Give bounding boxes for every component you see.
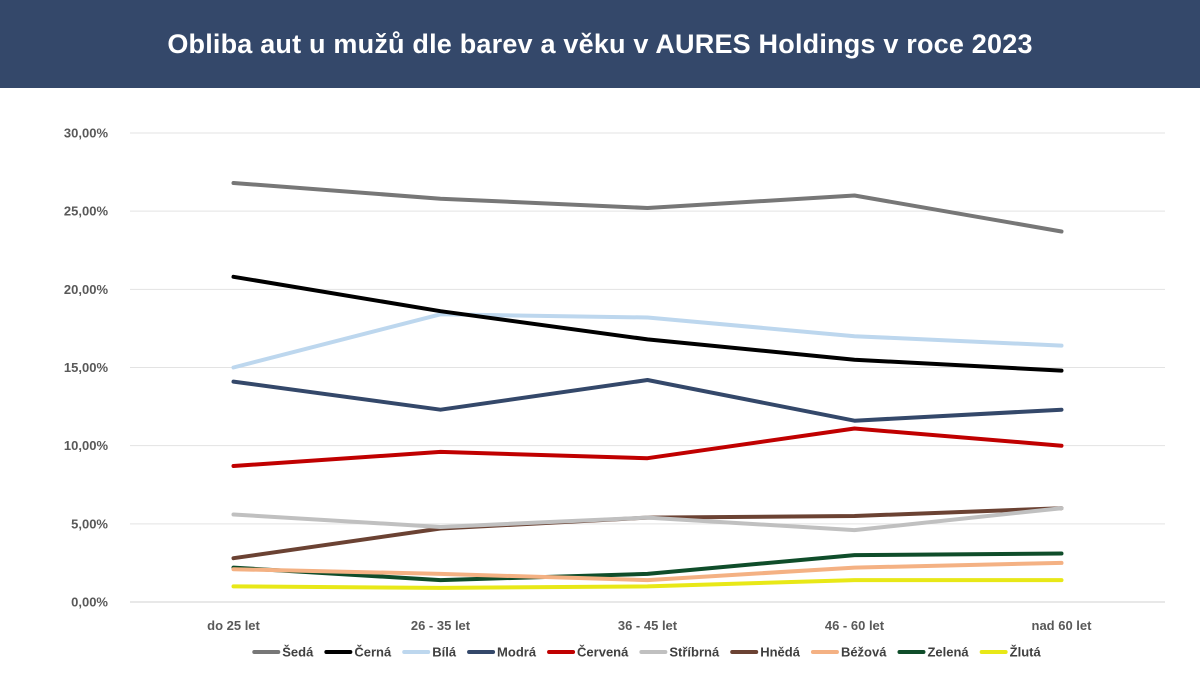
y-tick-label: 25,00%	[64, 204, 109, 219]
legend-item: Žlutá	[979, 645, 1042, 660]
series-line	[231, 426, 1064, 468]
legend: Šedá Černá Bílá Modrá Červená Stříbrná Hnědá Bé…	[252, 645, 1042, 660]
legend-item: Červená	[547, 645, 629, 660]
y-tick-label: 20,00%	[64, 282, 109, 297]
series-line	[231, 506, 1064, 533]
y-tick-label: 15,00%	[64, 360, 109, 375]
x-tick-label: nad 60 let	[1032, 618, 1093, 633]
series-line	[231, 578, 1064, 590]
y-tick-label: 5,00%	[71, 516, 108, 531]
x-tick-label: 26 - 35 let	[411, 618, 471, 633]
legend-label: Bílá	[432, 645, 457, 660]
series-line	[231, 560, 1064, 583]
legend-label: Hnědá	[760, 645, 801, 660]
x-tick-label: do 25 let	[207, 618, 260, 633]
page-title: Obliba aut u mužů dle barev a věku v AUR…	[167, 28, 1033, 59]
series-line	[231, 551, 1064, 583]
x-tick-label: 46 - 60 let	[825, 618, 885, 633]
header-bar: Obliba aut u mužů dle barev a věku v AUR…	[0, 0, 1200, 88]
legend-label: Šedá	[282, 645, 314, 660]
legend-label: Žlutá	[1010, 645, 1042, 660]
legend-item: Modrá	[467, 645, 537, 660]
series-line	[231, 312, 1064, 370]
legend-item: Šedá	[252, 645, 314, 660]
series-line	[231, 378, 1064, 423]
series-lines	[231, 181, 1064, 590]
legend-label: Červená	[577, 645, 629, 660]
legend-item: Bílá	[402, 645, 457, 660]
series-line	[231, 274, 1064, 373]
y-tick-label: 0,00%	[71, 595, 108, 610]
legend-label: Modrá	[497, 645, 537, 660]
legend-label: Zelená	[927, 645, 969, 660]
legend-item: Zelená	[897, 645, 969, 660]
legend-label: Černá	[354, 645, 392, 660]
y-tick-label: 30,00%	[64, 126, 109, 141]
y-tick-label: 10,00%	[64, 438, 109, 453]
legend-item: Béžová	[810, 645, 887, 660]
series-line	[231, 181, 1064, 234]
legend-item: Hnědá	[730, 645, 801, 660]
x-tick-label: 36 - 45 let	[618, 618, 678, 633]
legend-item: Stříbrná	[639, 645, 720, 660]
legend-label: Béžová	[841, 645, 887, 660]
legend-item: Černá	[324, 645, 392, 660]
legend-label: Stříbrná	[669, 645, 720, 660]
y-axis: 0,00% 5,00% 10,00% 15,00% 20,00% 25,00% 30,00%	[64, 126, 109, 610]
x-axis: do 25 let 26 - 35 let 36 - 45 let 46 - 60 l…	[207, 618, 1092, 633]
